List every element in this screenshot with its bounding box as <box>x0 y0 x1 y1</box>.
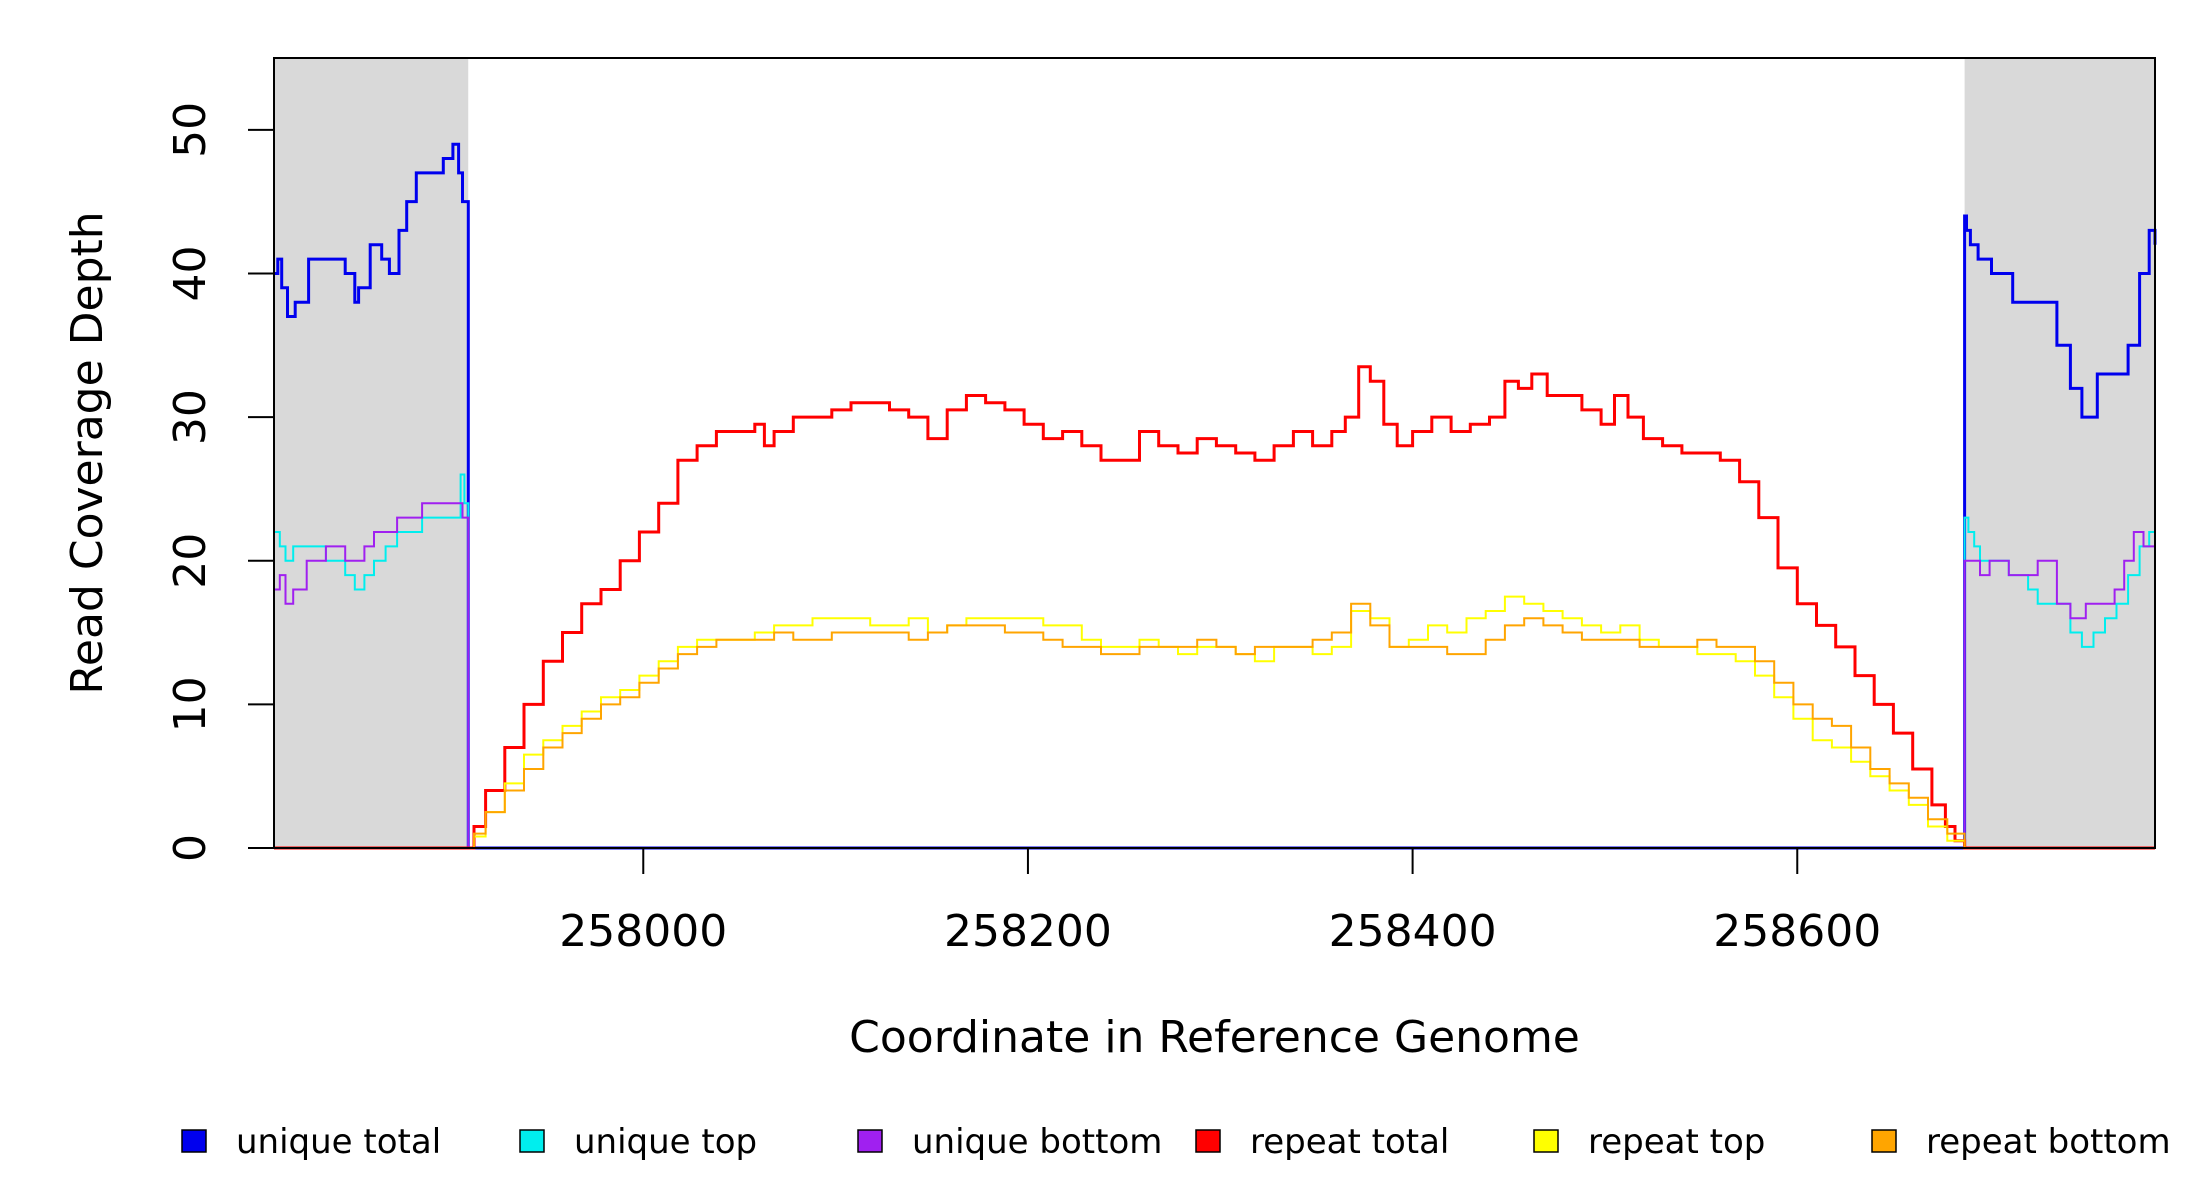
y-tick-label-20: 20 <box>165 533 216 589</box>
legend-label-unique-top: unique top <box>574 1122 757 1162</box>
y-axis-title: Read Coverage Depth <box>62 211 113 694</box>
series-line-repeat-top <box>274 595 2155 849</box>
legend-swatch-repeat-bottom <box>1871 1129 1897 1153</box>
y-tick-label-50: 50 <box>165 102 216 158</box>
plot-frame <box>273 57 2156 849</box>
legend-swatch-unique-bottom <box>857 1129 883 1153</box>
x-tick-label-258200: 258200 <box>944 906 1112 957</box>
shaded-region-2 <box>1964 58 2155 848</box>
x-axis-title: Coordinate in Reference Genome <box>849 1012 1580 1063</box>
series-line-unique-total <box>274 142 2157 850</box>
x-tick-label-258000: 258000 <box>559 906 727 957</box>
legend-label-repeat-bottom: repeat bottom <box>1926 1122 2171 1162</box>
legend-swatch-repeat-total <box>1195 1129 1221 1153</box>
x-tick-label-258400: 258400 <box>1329 906 1497 957</box>
legend-label-unique-total: unique total <box>236 1122 441 1162</box>
legend-swatch-repeat-top <box>1533 1129 1559 1153</box>
series-line-unique-bottom <box>274 502 2156 849</box>
legend-label-repeat-top: repeat top <box>1588 1122 1765 1162</box>
x-tick-label-258600: 258600 <box>1713 906 1881 957</box>
shaded-region-1 <box>274 58 469 848</box>
series-line-repeat-bottom <box>274 602 2155 849</box>
series-lines <box>274 142 2157 850</box>
y-tick-label-30: 30 <box>165 389 216 445</box>
shaded-regions <box>274 58 2155 848</box>
legend: unique total unique top unique bottom repea… <box>181 1122 2171 1162</box>
y-tick-label-40: 40 <box>165 245 216 301</box>
legend-label-unique-bottom: unique bottom <box>912 1122 1162 1162</box>
y-tick-label-0: 0 <box>165 834 216 862</box>
x-axis: 258000 258200 258400 258600 <box>559 848 1881 957</box>
legend-label-repeat-total: repeat total <box>1250 1122 1449 1162</box>
y-tick-label-10: 10 <box>165 676 216 732</box>
legend-swatch-unique-top <box>519 1129 545 1153</box>
series-line-repeat-total <box>274 365 2155 850</box>
y-axis: 0 10 20 30 40 50 <box>165 102 275 862</box>
legend-swatch-unique-total <box>181 1129 207 1153</box>
